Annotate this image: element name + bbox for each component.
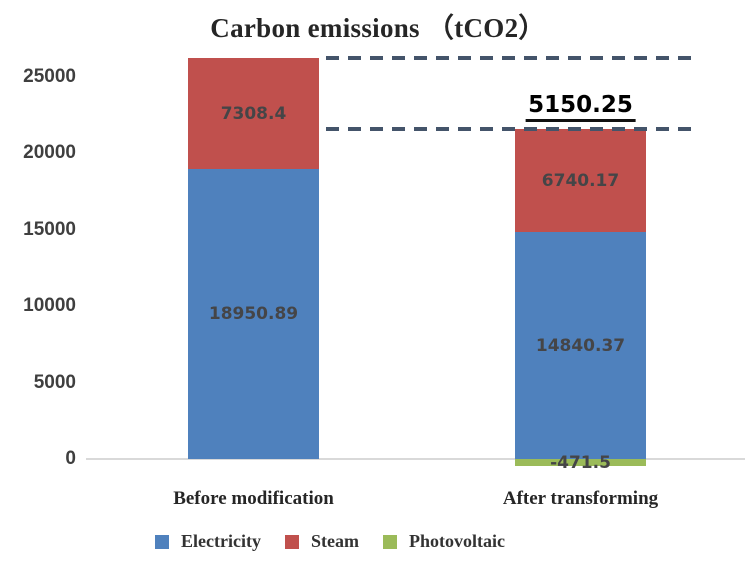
category-label: Before modification <box>173 488 334 509</box>
legend-item-steam: Steam <box>284 531 359 552</box>
difference-label: 5150.25 <box>525 92 636 123</box>
legend-item-photovoltaic: Photovoltaic <box>382 531 505 552</box>
legend-color-steam-icon <box>284 534 299 549</box>
guide-line-upper <box>326 55 698 60</box>
legend-item-electricity: Electricity <box>155 531 261 552</box>
bar-segment-electricity <box>515 232 646 459</box>
legend: Electricity Steam Photovoltaic <box>155 531 505 552</box>
legend-label: Photovoltaic <box>408 531 505 551</box>
x-axis-line <box>86 458 745 460</box>
legend-color-electricity-icon <box>155 534 169 549</box>
y-axis-tick-label: 5000 <box>33 371 76 393</box>
legend-color-photovoltaic-icon <box>382 534 397 549</box>
bar-segment-electricity <box>188 169 319 459</box>
bar-segment-value: 14840.37 <box>535 335 626 356</box>
y-axis-tick-label: 15000 <box>23 218 76 240</box>
y-axis-tick-label: 10000 <box>23 295 76 317</box>
bar-segment-steam <box>188 57 319 170</box>
bar-segment-photovoltaic <box>515 459 646 467</box>
bar-segment-value: 18950.89 <box>208 304 299 325</box>
bar-segment-value: 6740.17 <box>541 170 620 191</box>
bar-segment-steam <box>515 129 646 233</box>
y-axis-tick-label: 25000 <box>23 66 76 87</box>
legend-label: Steam <box>310 531 359 551</box>
y-axis-tick-label: 20000 <box>23 142 76 164</box>
bar-segment-value: -471.5 <box>550 452 611 473</box>
y-axis-tick-label: 0 <box>65 448 76 469</box>
guide-line-lower <box>326 127 698 132</box>
category-label: After transforming <box>502 488 659 509</box>
bar-segment-value: 7308.4 <box>220 103 287 124</box>
chart-title: Carbon emissions （tCO2） <box>210 13 546 43</box>
legend-label: Electricity <box>181 531 261 551</box>
